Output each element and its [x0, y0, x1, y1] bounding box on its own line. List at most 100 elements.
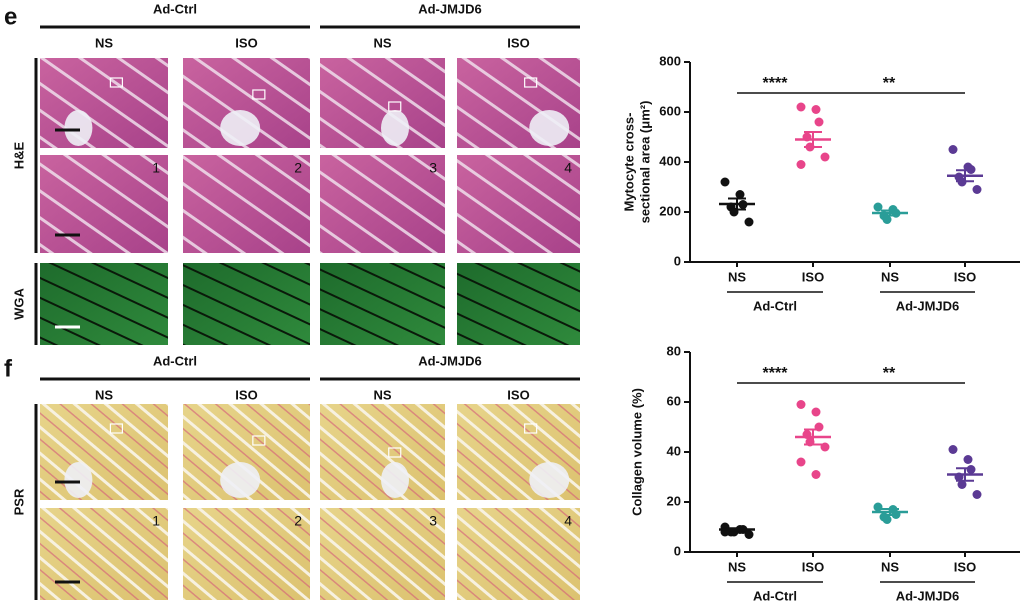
condition-label: ISO: [507, 387, 529, 402]
data-point: [820, 442, 830, 452]
data-point: [948, 145, 958, 154]
panel-label: e: [4, 3, 17, 30]
condition-label: ISO: [235, 387, 257, 402]
panel-label: f: [4, 355, 13, 382]
data-point: [873, 202, 883, 212]
inset-box: [524, 77, 538, 88]
lumen: [64, 462, 93, 498]
data-point: [796, 160, 806, 169]
micrograph-texture: [183, 263, 310, 345]
x-tick-label: NS: [728, 269, 746, 284]
inset-box: [252, 89, 266, 100]
x-tick-label: ISO: [954, 269, 976, 284]
micrograph-texture: [457, 263, 580, 345]
y-tick-label: 60: [667, 393, 681, 408]
x-tick-label: ISO: [802, 559, 824, 574]
group-label: Ad-Ctrl: [153, 1, 197, 16]
micrograph-texture: [183, 508, 310, 600]
y-tick-label: 800: [659, 53, 681, 68]
inset-number: 3: [429, 160, 437, 176]
y-tick-label: 20: [667, 493, 681, 508]
y-tick-label: 600: [659, 103, 681, 118]
data-point: [972, 490, 982, 499]
group-label: Ad-JMJD6: [418, 353, 482, 368]
inset-box: [109, 77, 124, 88]
x-tick-label: NS: [881, 269, 899, 284]
y-tick-label: 200: [659, 203, 681, 218]
inset-box: [524, 423, 538, 434]
micrograph-texture: [457, 508, 580, 600]
y-tick-label: 80: [667, 343, 681, 358]
data-point: [972, 185, 982, 194]
micrograph-texture: [320, 155, 445, 253]
inset-number: 2: [294, 160, 302, 176]
inset-box: [109, 423, 124, 434]
y-tick-label: 400: [659, 153, 681, 168]
inset-number: 1: [152, 160, 160, 176]
inset-number: 2: [294, 513, 302, 529]
y-tick-label: 0: [674, 543, 681, 558]
group-label: Ad-Ctrl: [153, 353, 197, 368]
x-tick-label: ISO: [954, 559, 976, 574]
condition-label: NS: [95, 35, 113, 50]
group-label: Ad-JMJD6: [896, 588, 960, 603]
group-label: Ad-JMJD6: [418, 1, 482, 16]
data-point: [744, 217, 754, 227]
data-point: [873, 502, 883, 512]
data-point: [882, 215, 892, 224]
lumen: [220, 462, 261, 498]
data-point: [796, 400, 806, 409]
micrograph-texture: [40, 404, 168, 500]
micrograph-texture: [183, 155, 310, 253]
x-tick-label: NS: [881, 559, 899, 574]
data-point: [966, 465, 976, 474]
condition-label: NS: [373, 35, 391, 50]
inset-box: [388, 101, 402, 112]
group-label: Ad-Ctrl: [753, 588, 797, 603]
data-point: [882, 515, 892, 524]
micrograph-texture: [40, 58, 168, 148]
significance-label: **: [883, 365, 896, 382]
inset-box: [388, 447, 402, 458]
lumen: [529, 110, 570, 146]
group-label: Ad-Ctrl: [753, 298, 797, 313]
y-axis-label: sectional area (μm²): [637, 101, 652, 224]
lumen: [381, 110, 409, 146]
row-label: H&E: [11, 141, 26, 169]
micrograph-texture: [320, 508, 445, 600]
data-point: [735, 190, 745, 199]
data-point: [796, 102, 806, 112]
micrograph-texture: [40, 155, 168, 253]
lumen: [64, 110, 93, 146]
data-point: [811, 407, 821, 417]
x-tick-label: NS: [728, 559, 746, 574]
data-point: [948, 445, 958, 454]
x-tick-label: ISO: [802, 269, 824, 284]
y-axis-label: Mytocyte cross-: [621, 113, 636, 212]
inset-number: 4: [564, 160, 572, 176]
data-point: [811, 470, 821, 479]
data-point: [796, 457, 806, 467]
data-point: [963, 455, 973, 464]
micrograph-texture: [457, 155, 580, 253]
condition-label: ISO: [235, 35, 257, 50]
data-point: [820, 152, 830, 162]
data-point: [744, 530, 754, 539]
data-point: [957, 480, 967, 489]
group-label: Ad-JMJD6: [896, 298, 960, 313]
lumen: [220, 110, 261, 146]
row-label: WGA: [11, 288, 26, 320]
significance-label: ****: [763, 365, 789, 382]
inset-number: 3: [429, 513, 437, 529]
y-tick-label: 40: [667, 443, 681, 458]
micrograph-texture: [40, 263, 168, 345]
lumen: [529, 462, 570, 498]
condition-label: ISO: [507, 35, 529, 50]
significance-label: **: [883, 75, 896, 92]
micrograph-texture: [40, 508, 168, 600]
data-point: [811, 105, 821, 114]
y-axis-label: Collagen volume (%): [629, 388, 644, 516]
data-point: [814, 117, 824, 127]
